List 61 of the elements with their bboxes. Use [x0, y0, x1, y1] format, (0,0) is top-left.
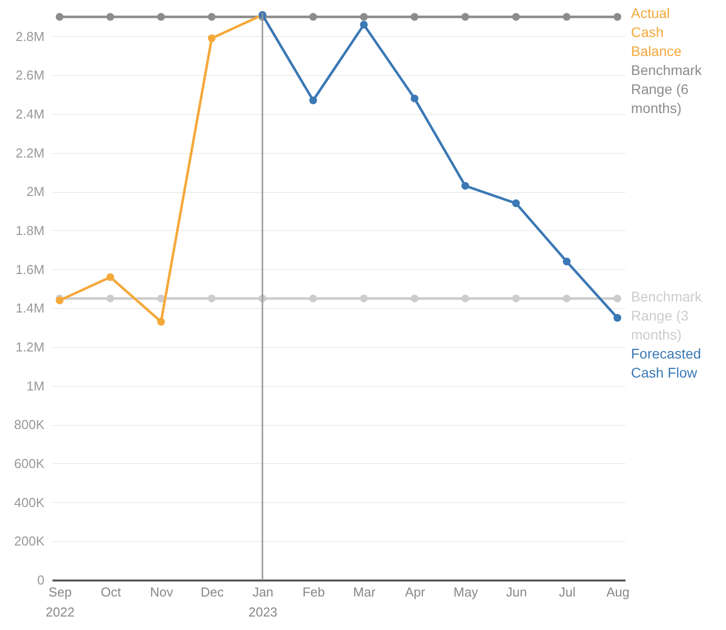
y-tick-label: 1M — [26, 378, 44, 394]
y-tick-label: 800K — [14, 417, 45, 432]
text: Benchmark Range (6 months) — [631, 62, 703, 116]
point — [157, 13, 165, 21]
point — [562, 13, 571, 21]
point — [562, 294, 571, 302]
point — [410, 94, 418, 102]
point — [562, 258, 571, 266]
point — [309, 294, 318, 302]
point — [360, 20, 368, 29]
series-label: Forecasted Cash Flow — [631, 345, 702, 380]
x-tick-label: Aug — [606, 584, 630, 600]
x-tick-label: May — [453, 584, 479, 600]
point — [106, 13, 114, 21]
x-tick-label: Nov — [150, 584, 174, 600]
point — [309, 13, 318, 21]
point — [461, 182, 470, 190]
y-tick-label: 2.6M — [16, 68, 44, 83]
y-tick-label: 2M — [26, 184, 44, 200]
point — [614, 13, 622, 21]
point — [309, 96, 318, 104]
point — [106, 294, 114, 302]
point — [461, 294, 470, 302]
x-tick-label: Jul — [558, 584, 576, 600]
point — [157, 318, 165, 326]
point — [410, 294, 418, 302]
y-tick-label: 2.8M — [16, 28, 44, 44]
point — [512, 294, 520, 302]
x-tick-label: Dec — [200, 584, 224, 600]
point — [157, 294, 165, 302]
point — [56, 13, 64, 21]
y-tick-label: 200K — [14, 534, 45, 549]
point — [208, 13, 216, 21]
x-tick-label: Jan 2023 — [248, 584, 278, 620]
point — [208, 34, 216, 42]
y-tick-label: 0 — [37, 572, 44, 588]
point — [360, 13, 368, 21]
y-tick-label: 1.8M — [16, 222, 44, 238]
y-tick-label: 1.2M — [16, 339, 44, 354]
point — [410, 13, 418, 21]
y-tick-label: 600K — [14, 456, 45, 471]
point — [614, 314, 622, 322]
x-tick-label: Feb — [302, 584, 325, 600]
text: Actual Cash Balance — [631, 4, 682, 59]
point — [614, 294, 622, 302]
point — [461, 13, 470, 21]
x-tick-label: Jun — [506, 584, 527, 600]
point — [208, 294, 216, 302]
x-tick-label: Oct — [100, 584, 122, 600]
y-tick-label: 2.4M — [16, 106, 44, 122]
y-tick-label: 2.2M — [16, 145, 44, 160]
point — [512, 13, 520, 21]
y-tick-label: 1.6M — [16, 262, 44, 277]
x-tick-label: Sep 2022 — [46, 584, 75, 620]
y-tick-label: 1.4M — [16, 300, 44, 316]
point — [512, 199, 520, 208]
x-tick-label: Apr — [404, 584, 426, 600]
point — [106, 273, 114, 281]
y-tick-label: 400K — [14, 494, 45, 510]
x-tick-label: Mar — [353, 584, 376, 600]
point — [360, 294, 368, 302]
